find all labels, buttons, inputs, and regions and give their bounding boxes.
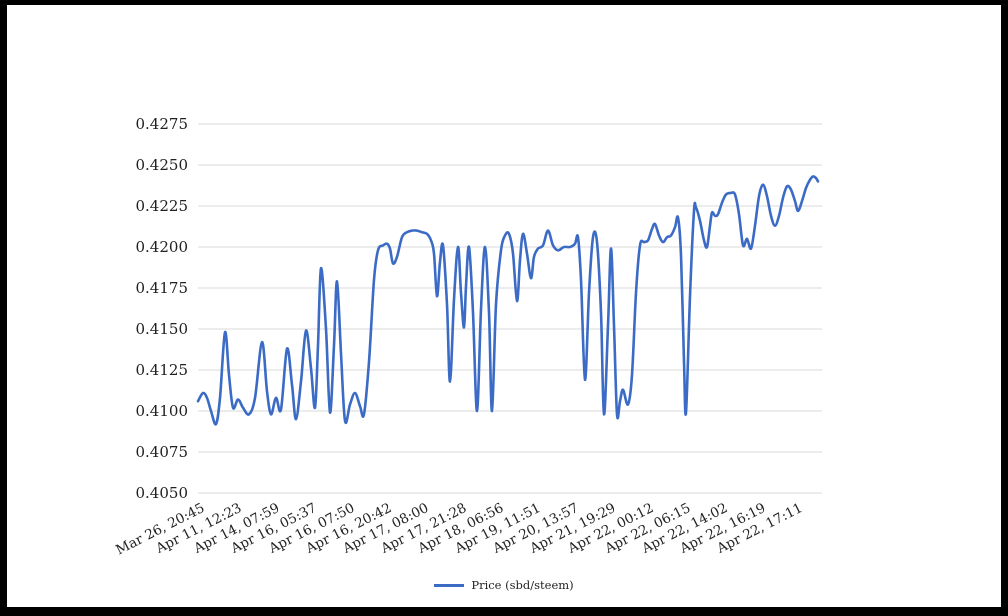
legend-label: Price (sbd/steem)	[471, 578, 574, 592]
y-tick-label: 0.4100	[135, 401, 189, 420]
gridlines	[198, 123, 822, 494]
price-line-series[interactable]	[196, 175, 820, 426]
y-tick-label: 0.4050	[135, 483, 189, 502]
y-tick-label: 0.4250	[135, 155, 189, 174]
y-tick-label: 0.4175	[135, 278, 189, 297]
legend: Price (sbd/steem)	[7, 578, 1001, 592]
y-tick-label: 0.4150	[135, 319, 189, 338]
y-tick-label: 0.4275	[135, 114, 189, 133]
y-tick-label: 0.4125	[135, 360, 189, 379]
y-tick-label: 0.4225	[135, 196, 189, 215]
chart-canvas	[196, 123, 822, 494]
legend-line-swatch	[434, 583, 465, 587]
y-tick-label: 0.4200	[135, 237, 189, 256]
y-tick-label: 0.4075	[135, 442, 189, 461]
